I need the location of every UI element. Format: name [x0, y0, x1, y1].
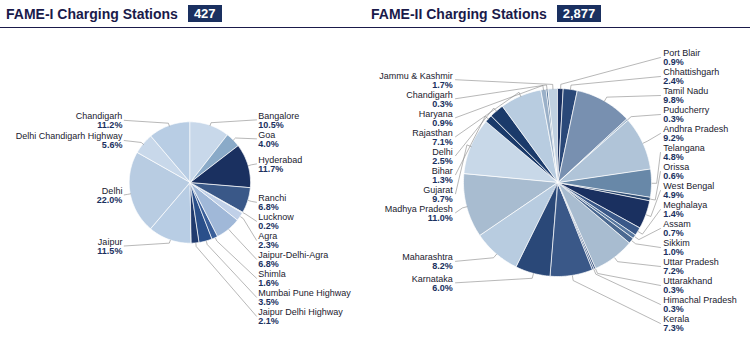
svg-text:22.0%: 22.0%	[97, 195, 123, 205]
svg-text:0.3%: 0.3%	[663, 285, 684, 295]
svg-text:Gujarat: Gujarat	[423, 184, 453, 195]
svg-text:1.3%: 1.3%	[432, 175, 453, 185]
svg-text:Telangana: Telangana	[663, 143, 705, 154]
svg-text:0.3%: 0.3%	[663, 304, 684, 314]
svg-text:Maharashtra: Maharashtra	[402, 252, 453, 263]
svg-text:Karnataka: Karnataka	[411, 273, 453, 284]
svg-text:Delhi Chandigarh Highway: Delhi Chandigarh Highway	[15, 131, 123, 142]
svg-text:Ranchi: Ranchi	[258, 193, 287, 204]
svg-text:Madhya Pradesh: Madhya Pradesh	[384, 203, 453, 214]
svg-text:2.1%: 2.1%	[258, 316, 279, 326]
svg-text:6.0%: 6.0%	[432, 283, 453, 293]
svg-text:Goa: Goa	[258, 129, 276, 140]
svg-text:7.2%: 7.2%	[663, 266, 684, 276]
svg-text:Chandigarh: Chandigarh	[406, 89, 453, 100]
svg-text:0.9%: 0.9%	[663, 57, 684, 67]
svg-text:Puducherry: Puducherry	[663, 105, 710, 116]
html-text:FAME-I Charging Stations: FAME-I Charging Stations	[6, 5, 178, 22]
svg-text:8.2%: 8.2%	[432, 261, 453, 271]
svg-text:Meghalaya: Meghalaya	[663, 200, 708, 211]
svg-text:Orissa: Orissa	[663, 162, 690, 173]
svg-text:Kerala: Kerala	[663, 314, 690, 325]
svg-text:Himachal Pradesh: Himachal Pradesh	[663, 295, 737, 306]
svg-text:11.7%: 11.7%	[258, 164, 283, 174]
svg-text:2.4%: 2.4%	[663, 76, 684, 86]
svg-text:Agra: Agra	[258, 231, 278, 242]
svg-text:11.0%: 11.0%	[428, 213, 453, 223]
svg-text:7.1%: 7.1%	[432, 137, 453, 147]
svg-text:Jammu & Kashmir: Jammu & Kashmir	[379, 70, 453, 81]
svg-text:Andhra Pradesh: Andhra Pradesh	[663, 124, 729, 135]
svg-text:9.7%: 9.7%	[432, 194, 453, 204]
svg-text:9.8%: 9.8%	[663, 95, 684, 105]
svg-text:3.5%: 3.5%	[258, 297, 279, 307]
svg-text:0.6%: 0.6%	[663, 171, 684, 181]
svg-text:Chandigarh: Chandigarh	[75, 111, 123, 122]
svg-text:11.5%: 11.5%	[97, 246, 122, 256]
svg-text:2.5%: 2.5%	[432, 156, 453, 166]
svg-text:Port Blair: Port Blair	[663, 48, 701, 59]
svg-text:Shimla: Shimla	[258, 269, 286, 280]
html-text:FAME-II Charging Stations: FAME-II Charging Stations	[371, 5, 547, 22]
svg-text:4.9%: 4.9%	[663, 190, 684, 200]
svg-text:2.3%: 2.3%	[258, 240, 279, 250]
svg-text:7.3%: 7.3%	[663, 323, 684, 333]
svg-text:0.2%: 0.2%	[258, 221, 279, 231]
svg-text:West Bengal: West Bengal	[663, 181, 715, 192]
svg-text:1.6%: 1.6%	[258, 278, 279, 288]
svg-text:1.0%: 1.0%	[663, 247, 684, 257]
svg-text:5.6%: 5.6%	[102, 140, 123, 150]
svg-text:Bangalore: Bangalore	[258, 110, 300, 121]
svg-text:6.8%: 6.8%	[258, 202, 279, 212]
html-text:2,877: 2,877	[562, 6, 596, 21]
svg-text:Rajasthan: Rajasthan	[412, 127, 453, 138]
svg-text:Sikkim: Sikkim	[663, 238, 690, 249]
svg-text:Lucknow: Lucknow	[258, 212, 294, 223]
svg-text:Delhi: Delhi	[101, 185, 123, 196]
svg-text:Jaipur: Jaipur	[97, 236, 123, 247]
svg-text:Mumbai Pune Highway: Mumbai Pune Highway	[258, 288, 351, 299]
svg-text:0.7%: 0.7%	[663, 228, 684, 238]
svg-text:10.5%: 10.5%	[258, 120, 284, 130]
svg-text:4.8%: 4.8%	[663, 152, 684, 162]
svg-text:Jaipur-Delhi-Agra: Jaipur-Delhi-Agra	[258, 250, 329, 261]
svg-text:1.4%: 1.4%	[663, 209, 684, 219]
svg-text:Uttar Pradesh: Uttar Pradesh	[663, 257, 719, 268]
svg-text:0.9%: 0.9%	[432, 118, 453, 128]
svg-text:Assam: Assam	[663, 219, 691, 230]
svg-text:Uttarakhand: Uttarakhand	[663, 276, 713, 287]
svg-text:9.2%: 9.2%	[663, 133, 684, 143]
svg-text:Bihar: Bihar	[431, 165, 453, 176]
svg-text:0.3%: 0.3%	[663, 114, 684, 124]
svg-text:6.8%: 6.8%	[258, 259, 279, 269]
svg-text:Haryana: Haryana	[418, 108, 453, 119]
svg-text:4.0%: 4.0%	[258, 139, 279, 149]
svg-text:0.3%: 0.3%	[432, 99, 453, 109]
svg-text:11.2%: 11.2%	[97, 120, 122, 130]
html-text:427: 427	[193, 6, 216, 21]
svg-text:Hyderabad: Hyderabad	[258, 154, 303, 165]
svg-text:Chhattishgarh: Chhattishgarh	[663, 67, 720, 78]
svg-text:Delhi: Delhi	[432, 146, 453, 157]
svg-text:Jaipur Delhi Highway: Jaipur Delhi Highway	[258, 307, 343, 318]
svg-text:1.7%: 1.7%	[432, 80, 453, 90]
svg-text:Tamil Nadu: Tamil Nadu	[663, 86, 709, 97]
